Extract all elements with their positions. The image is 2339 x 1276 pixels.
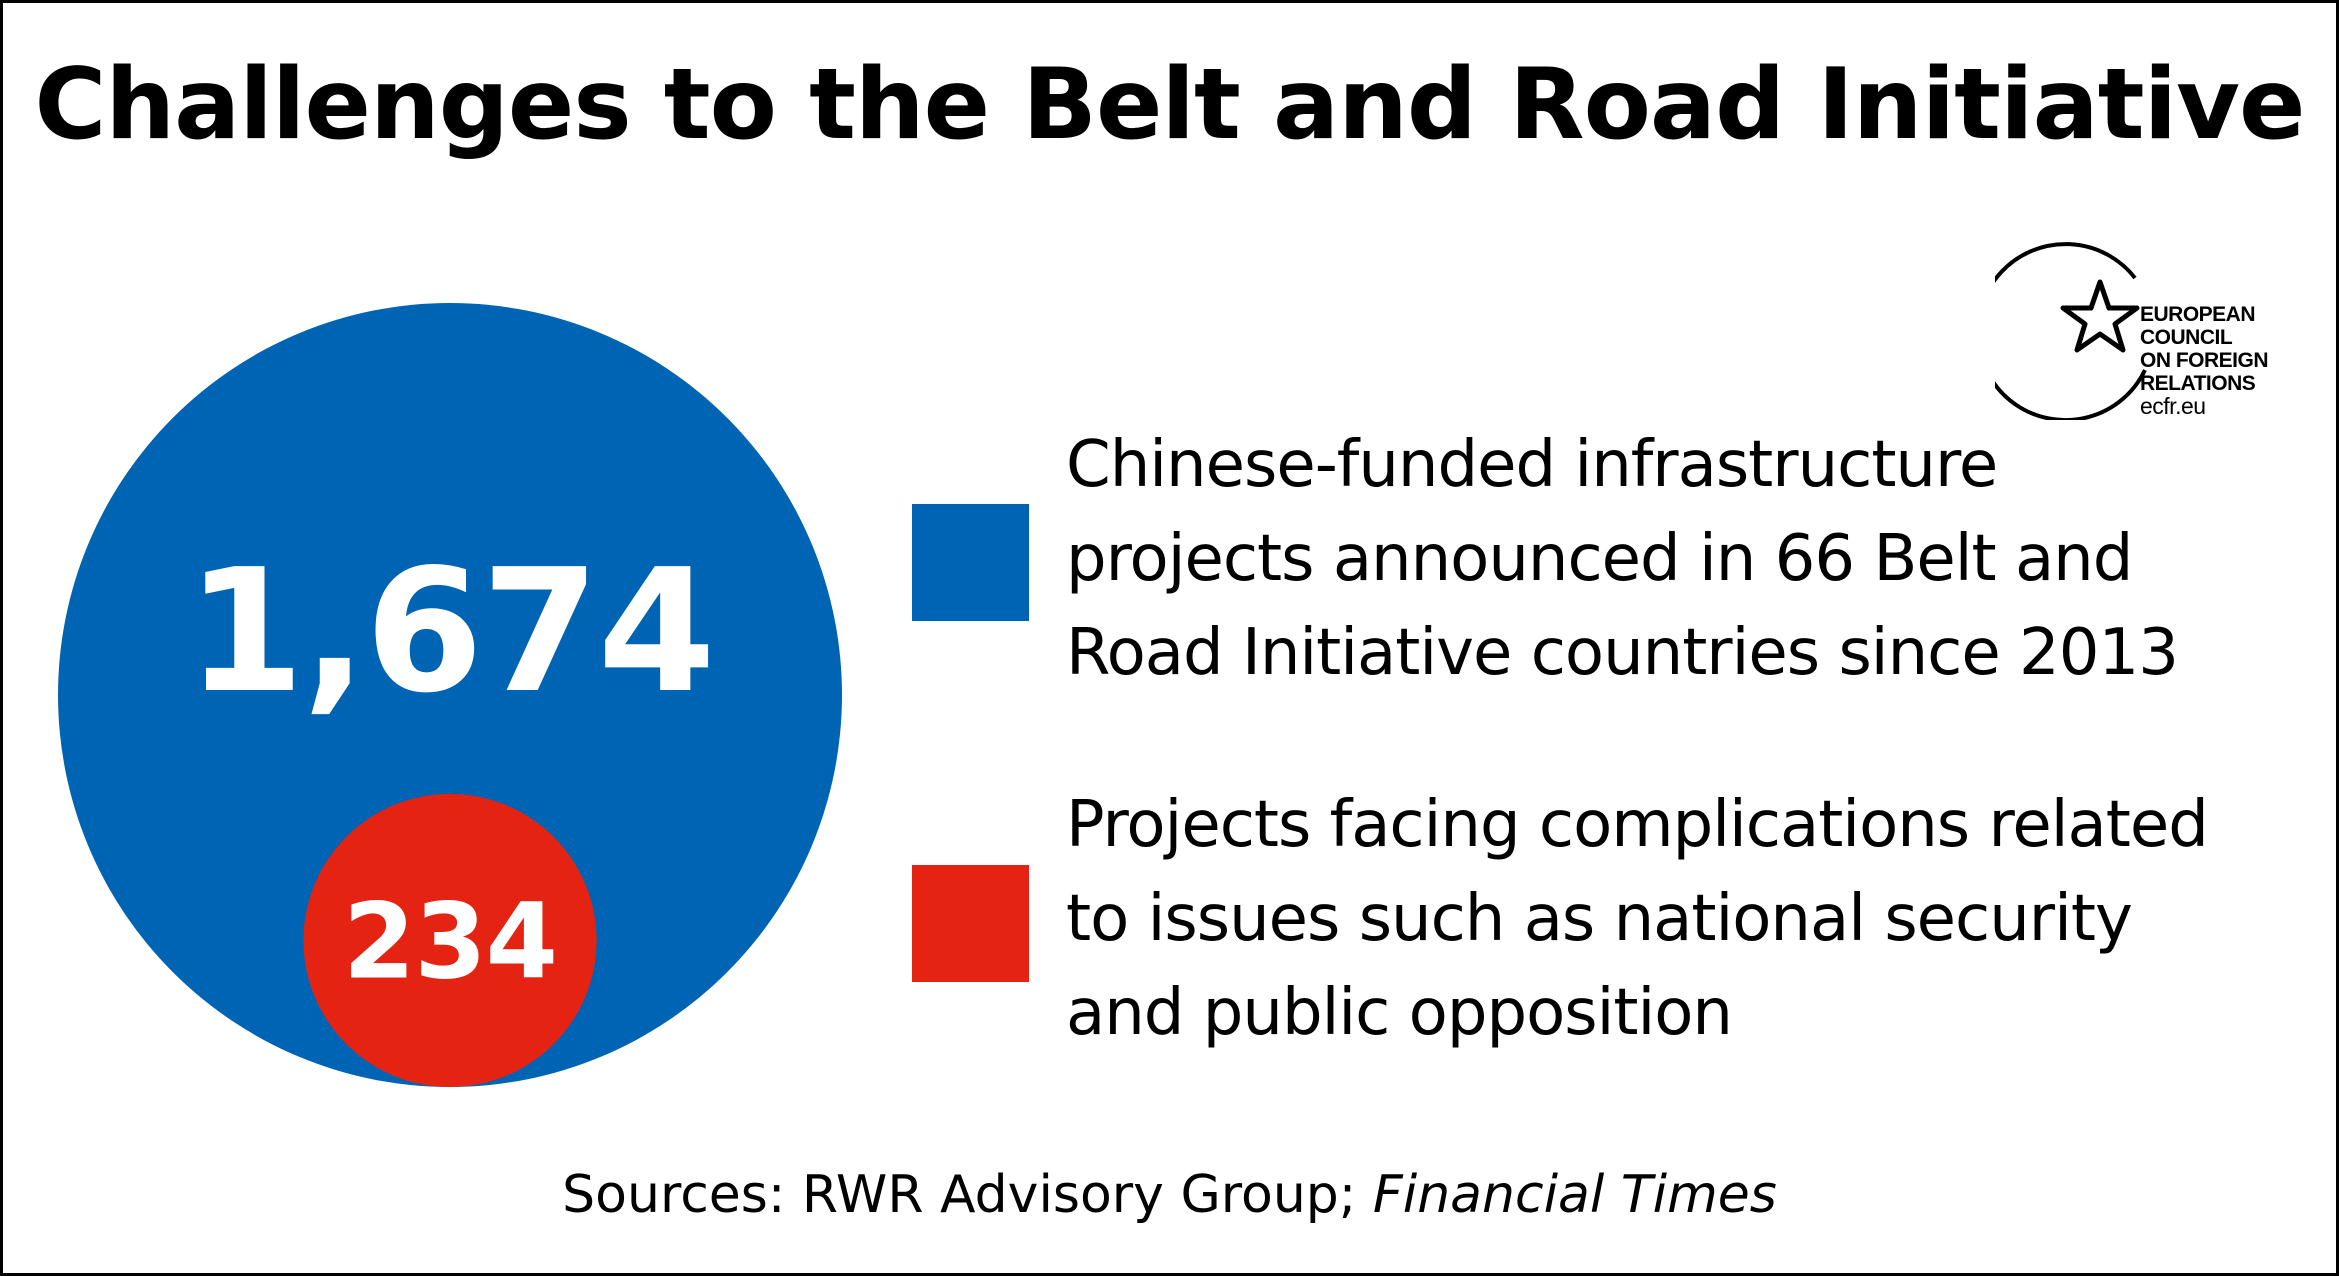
legend-line: projects announced in 66 Belt and bbox=[1066, 522, 2133, 596]
sources-prefix: Sources: RWR Advisory Group; bbox=[562, 1165, 1373, 1225]
sources-publication: Financial Times bbox=[1372, 1165, 1777, 1225]
ecfr-logo bbox=[1995, 242, 2147, 420]
logo-line: RELATIONS bbox=[2140, 372, 2256, 395]
legend-line: to issues such as national security bbox=[1066, 882, 2133, 956]
star-circle-icon bbox=[1995, 242, 2147, 420]
legend-line: Projects facing complications related bbox=[1066, 788, 2209, 862]
legend-line: Road Initiative countries since 2013 bbox=[1066, 616, 2179, 690]
legend-swatch-blue bbox=[912, 504, 1029, 621]
bubble-complicated-projects bbox=[303, 793, 597, 1087]
legend-item-total: Chinese-funded infrastructure projects a… bbox=[1066, 418, 2306, 700]
sources-note: Sources: RWR Advisory Group; Financial T… bbox=[0, 1160, 2339, 1230]
bubble-total-projects bbox=[58, 303, 842, 1087]
logo-url: ecfr.eu bbox=[2140, 393, 2206, 419]
logo-line: COUNCIL bbox=[2140, 326, 2233, 349]
legend-line: and public opposition bbox=[1066, 976, 1733, 1050]
bubble-complicated-label: 234 bbox=[343, 880, 557, 1002]
bubble-total-label: 1,674 bbox=[186, 533, 714, 731]
legend-line: Chinese-funded infrastructure bbox=[1066, 428, 1998, 502]
legend-item-complicated: Projects facing complications related to… bbox=[1066, 778, 2306, 1060]
logo-wordmark: EUROPEAN COUNCIL ON FOREIGN RELATIONS ec… bbox=[2140, 303, 2269, 419]
logo-line: EUROPEAN bbox=[2140, 303, 2256, 326]
logo-line: ON FOREIGN bbox=[2140, 349, 2269, 372]
legend-swatch-red bbox=[912, 865, 1029, 982]
page-title: Challenges to the Belt and Road Initiati… bbox=[34, 48, 2305, 162]
